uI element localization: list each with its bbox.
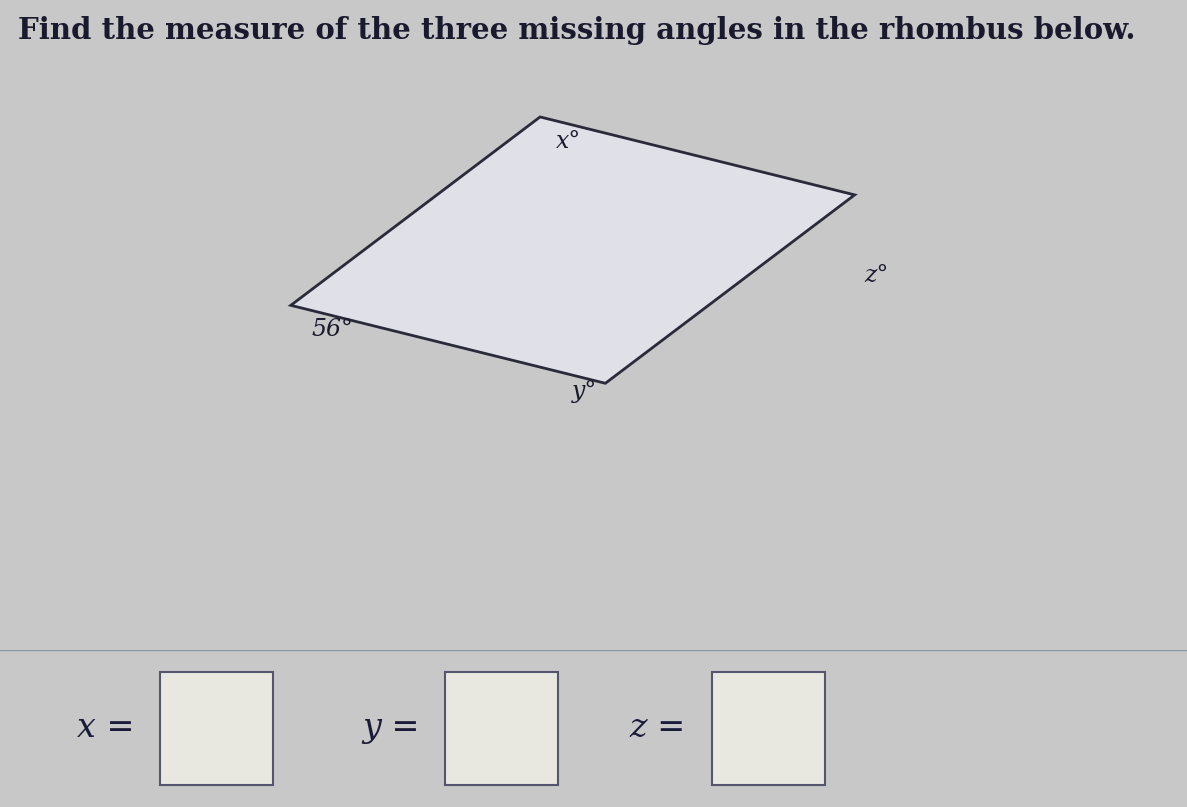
Text: z°: z° xyxy=(864,265,889,287)
FancyBboxPatch shape xyxy=(445,671,558,785)
Text: y =: y = xyxy=(362,713,419,744)
FancyBboxPatch shape xyxy=(160,671,273,785)
Text: Find the measure of the three missing angles in the rhombus below.: Find the measure of the three missing an… xyxy=(18,16,1135,45)
Text: 56°: 56° xyxy=(311,318,353,341)
Text: z =: z = xyxy=(629,713,685,744)
Text: x°: x° xyxy=(556,130,580,153)
FancyBboxPatch shape xyxy=(712,671,825,785)
Text: x =: x = xyxy=(77,713,134,744)
Text: y°: y° xyxy=(572,380,597,403)
Polygon shape xyxy=(291,117,855,383)
